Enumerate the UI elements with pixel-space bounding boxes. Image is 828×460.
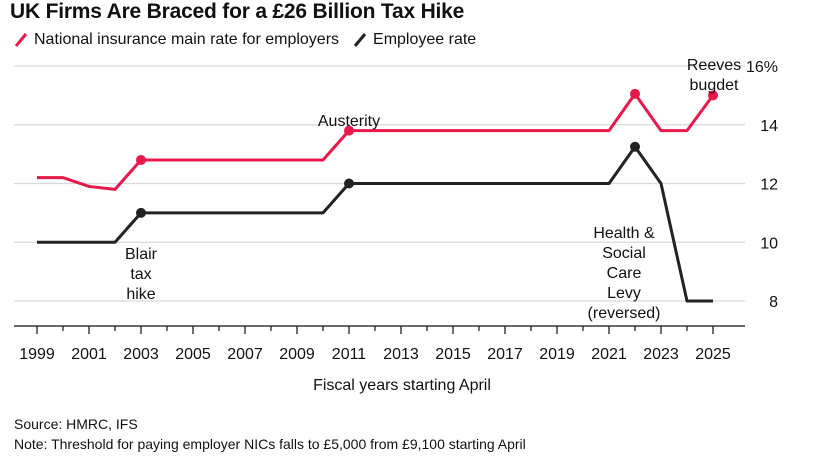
annotation-health-line-3: Levy — [607, 285, 641, 302]
gridlines — [14, 65, 745, 302]
annotation-health-line-2: Care — [607, 265, 642, 282]
annotation-austerity-line-0: Austerity — [318, 113, 380, 130]
annotation-blair-line-2: hike — [126, 286, 155, 303]
annotation-blair-line-1: tax — [130, 266, 151, 283]
legend-item-employee: Employee rate — [353, 31, 476, 49]
chart-title: UK Firms Are Braced for a £26 Billion Ta… — [10, 0, 465, 23]
x-tick-label-1999: 1999 — [19, 346, 55, 363]
legend-label-employer: National insurance main rate for employe… — [34, 31, 340, 48]
annotation-blair: Blair tax hike — [125, 246, 158, 303]
x-tick-label-2015: 2015 — [435, 346, 471, 363]
x-tick-label-2021: 2021 — [591, 346, 627, 363]
x-tick-label-2011: 2011 — [332, 346, 367, 363]
x-tick-label-2001: 2001 — [71, 346, 107, 363]
annotations: Austerity Reeves bugdet Blair tax hike Health … — [125, 57, 741, 322]
y-tick-label-16: 16% — [746, 59, 778, 76]
y-tick-label-10: 10 — [760, 235, 778, 252]
y-tick-label-14: 14 — [760, 118, 778, 135]
x-tick-label-2019: 2019 — [539, 346, 575, 363]
legend: National insurance main rate for employe… — [14, 31, 490, 49]
y-tick-label-8: 8 — [769, 294, 778, 311]
x-tick-label-2009: 2009 — [279, 346, 315, 363]
note-text: Note: Threshold for paying employer NICs… — [14, 436, 526, 452]
marker-employer-2025 — [708, 90, 718, 101]
x-tick-label-2013: 2013 — [383, 346, 419, 363]
legend-item-employer: National insurance main rate for employe… — [14, 31, 339, 49]
marker-employee-2022 — [630, 141, 640, 152]
annotation-health-line-0: Health & — [593, 225, 655, 242]
marker-employee-2003 — [136, 207, 146, 218]
marker-employer-2022 — [630, 88, 640, 99]
x-tick-label-2017: 2017 — [487, 346, 523, 363]
x-tick-label-2005: 2005 — [175, 346, 211, 363]
footer: Source: HMRC, IFS Note: Threshold for pa… — [14, 414, 526, 454]
x-axis: 1999 2001 2003 2005 2007 2009 2011 2013 2015 2017… — [14, 325, 745, 363]
series-lines — [37, 92, 715, 303]
x-tick-label-2007: 2007 — [227, 346, 263, 363]
legend-swatch-employer — [14, 33, 28, 47]
annotation-blair-line-0: Blair — [125, 246, 158, 263]
y-axis-ticks: 8 10 12 14 16% — [746, 59, 778, 311]
series-line-employer — [37, 92, 715, 191]
annotation-health-line-4: (reversed) — [588, 305, 661, 322]
annotation-austerity: Austerity — [318, 113, 380, 130]
series-markers — [136, 88, 718, 218]
annotation-health-line-1: Social — [602, 245, 646, 262]
y-tick-label-12: 12 — [760, 177, 778, 194]
series-line-employee — [37, 145, 713, 303]
x-tick-label-2025: 2025 — [695, 346, 731, 363]
marker-employee-2011 — [344, 178, 354, 189]
x-tick-label-2003: 2003 — [123, 346, 159, 363]
x-axis-label: Fiscal years starting April — [313, 377, 491, 394]
annotation-reeves-line-0: Reeves — [687, 57, 741, 74]
annotation-reeves: Reeves bugdet — [687, 57, 741, 94]
legend-swatch-employee — [353, 33, 367, 47]
annotation-health: Health & Social Care Levy (reversed) — [588, 225, 661, 322]
legend-label-employee: Employee rate — [373, 31, 477, 48]
x-tick-label-2023: 2023 — [643, 346, 679, 363]
source-text: Source: HMRC, IFS — [14, 416, 138, 432]
annotation-reeves-line-1: bugdet — [690, 77, 739, 94]
marker-employer-2011 — [344, 125, 354, 136]
marker-employer-2003 — [136, 155, 146, 165]
